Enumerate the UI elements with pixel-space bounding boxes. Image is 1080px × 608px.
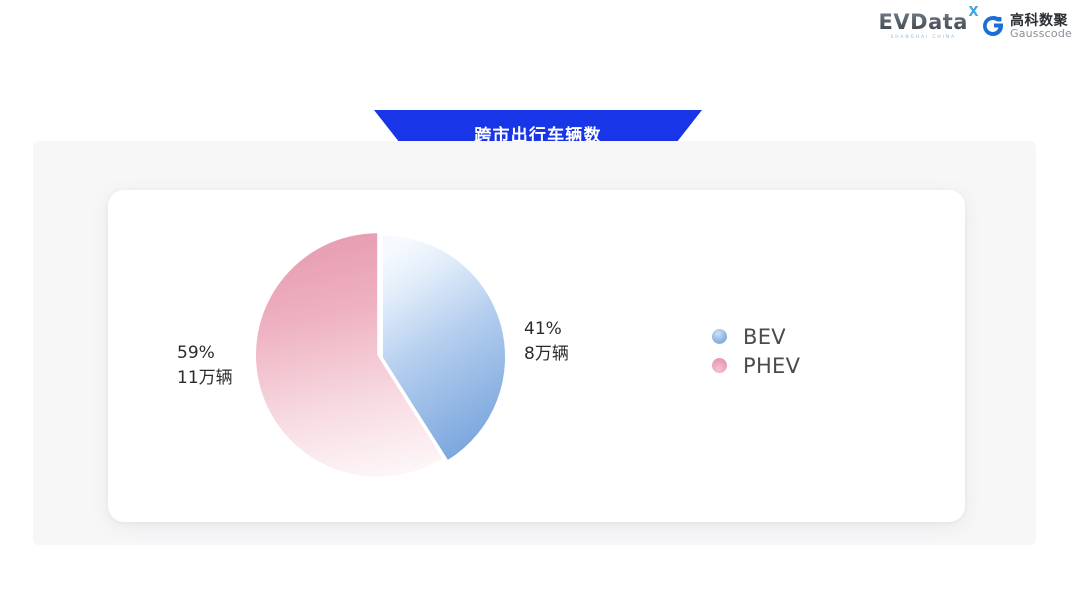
legend-item-bev[interactable]: BEV (712, 322, 800, 351)
gausscode-mark-icon (982, 16, 1003, 37)
chart-card (108, 190, 965, 522)
page-title: 跨市出行车辆数 (474, 125, 602, 146)
evdata-logo: EVData X SHANGHAI CHINA (878, 6, 979, 40)
pie-slice-bev (383, 235, 506, 460)
gausscode-text: 高科数聚 Gausscode (1010, 13, 1072, 39)
header-logos: EVData X SHANGHAI CHINA 高科数聚 Gausscode (878, 6, 1072, 40)
chart-legend: BEV PHEV (712, 322, 800, 380)
legend-dot-bev-icon (712, 329, 727, 344)
evdata-superscript-x: X (968, 5, 979, 20)
legend-dot-phev-icon (712, 358, 727, 373)
pie-label-phev: 59% 11万辆 (177, 341, 233, 390)
legend-item-phev[interactable]: PHEV (712, 351, 800, 380)
pie-label-bev: 41% 8万辆 (524, 317, 569, 366)
gausscode-name-en: Gausscode (1009, 26, 1072, 40)
pie-chart (256, 233, 506, 477)
pie-label-bev-percent: 41% (524, 319, 562, 339)
legend-label-phev: PHEV (743, 353, 801, 378)
gausscode-logo: 高科数聚 Gausscode (982, 13, 1072, 39)
evdata-wordmark-text: EVData (878, 10, 968, 34)
pie-slice-phev (256, 233, 443, 477)
pie-label-bev-value: 8万辆 (524, 343, 569, 364)
legend-label-bev: BEV (743, 324, 786, 349)
gausscode-name-cn: 高科数聚 (1009, 12, 1068, 29)
evdata-subtitle: SHANGHAI CHINA (890, 35, 956, 40)
pie-label-phev-value: 11万辆 (177, 367, 233, 388)
pie-label-phev-percent: 59% (177, 343, 215, 363)
evdata-wordmark: EVData X (878, 6, 978, 34)
